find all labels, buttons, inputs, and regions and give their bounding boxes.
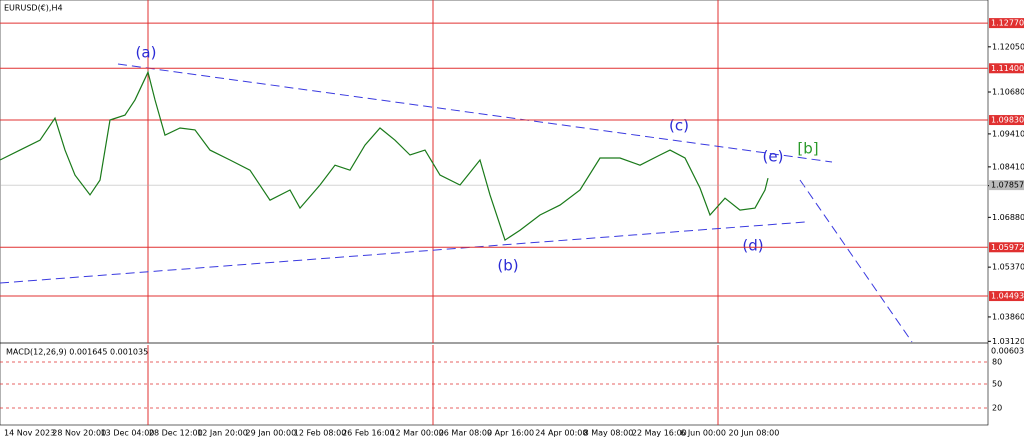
macd-level-label: 50 — [992, 380, 1002, 389]
level-box — [989, 63, 1024, 74]
wave-label: (a) — [136, 44, 157, 62]
wave-label: [b] — [797, 140, 818, 158]
price-line — [0, 70, 769, 242]
y-tick-label: 1.10680 — [992, 88, 1024, 97]
level-box — [989, 291, 1024, 302]
macd-max-label: 0.006039 — [991, 347, 1024, 356]
x-tick-label: 20 Jun 08:00 — [729, 429, 780, 438]
level-label: 1.04493 — [991, 292, 1024, 301]
level-box — [989, 242, 1024, 253]
level-label: 1.12770 — [991, 19, 1024, 28]
y-tick-label: 1.03120 — [992, 337, 1024, 346]
x-tick-label: 26 Feb 16:00 — [342, 429, 394, 438]
x-tick-label: 12 Mar 00:00 — [390, 429, 443, 438]
level-box — [989, 18, 1024, 29]
level-label: 1.05972 — [991, 243, 1024, 252]
x-tick-label: 13 Dec 04:00 — [101, 429, 155, 438]
x-tick-label: 12 Feb 08:00 — [294, 429, 346, 438]
x-tick-label: 6 Jun 00:00 — [680, 429, 726, 438]
chart-title: EURUSD(€),H4 — [4, 4, 63, 13]
wave-label: (b) — [497, 257, 518, 275]
y-tick-label: 1.08410 — [992, 162, 1024, 171]
x-tick-label: 24 Apr 00:00 — [535, 429, 587, 438]
wave-label: (e) — [763, 148, 784, 166]
y-tick-label: 1.09410 — [992, 129, 1024, 138]
x-tick-label: 29 Jan 00:00 — [246, 429, 297, 438]
y-tick-label: 1.03860 — [992, 312, 1024, 321]
macd-level-label: 20 — [992, 404, 1002, 413]
level-box — [989, 115, 1024, 126]
level-label: 1.09830 — [991, 116, 1024, 125]
macd-title: MACD(12,26,9) 0.001645 0.001035 — [6, 348, 148, 357]
x-tick-label: 8 May 08:00 — [584, 429, 634, 438]
current-price-box — [989, 180, 1024, 191]
wave-label: (d) — [742, 237, 763, 255]
x-tick-label: 22 May 16:00 — [632, 429, 687, 438]
trendlines — [0, 63, 913, 343]
x-tick-label: 26 Mar 08:00 — [439, 429, 492, 438]
x-tick-label: 12 Jan 20:00 — [197, 429, 248, 438]
x-tick-label: 28 Nov 20:00 — [52, 429, 106, 438]
macd-level-label: 80 — [992, 358, 1002, 367]
current-price-label: 1.07857 — [991, 181, 1024, 190]
wave-label: (c) — [669, 117, 689, 135]
level-label: 1.11400 — [991, 64, 1024, 73]
x-tick-label: 9 Apr 16:00 — [487, 429, 534, 438]
x-tick-label: 14 Nov 2023 — [4, 429, 55, 438]
vertical-lines — [147, 0, 719, 425]
x-tick-label: 28 Dec 12:00 — [149, 429, 203, 438]
y-tick-label: 1.06880 — [992, 213, 1024, 222]
y-tick-label: 1.12050 — [992, 42, 1024, 51]
y-tick-label: 1.05370 — [992, 263, 1024, 272]
